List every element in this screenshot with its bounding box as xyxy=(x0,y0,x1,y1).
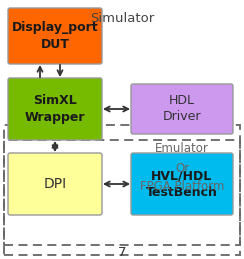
FancyBboxPatch shape xyxy=(8,8,102,64)
Text: HDL
Driver: HDL Driver xyxy=(163,95,201,124)
Text: SimXL
Wrapper: SimXL Wrapper xyxy=(25,95,85,124)
Text: Display_port
DUT: Display_port DUT xyxy=(12,21,98,51)
Bar xyxy=(4,140,240,245)
Text: DPI: DPI xyxy=(43,177,67,191)
FancyBboxPatch shape xyxy=(8,153,102,215)
Text: Emulator
Or
FPGA Platform: Emulator Or FPGA Platform xyxy=(140,142,224,193)
Text: 7: 7 xyxy=(118,246,126,258)
FancyBboxPatch shape xyxy=(131,153,233,215)
FancyBboxPatch shape xyxy=(131,84,233,134)
Bar xyxy=(4,125,240,255)
Text: Simulator: Simulator xyxy=(90,12,154,25)
FancyBboxPatch shape xyxy=(8,78,102,140)
Text: HVL/HDL
TestBench: HVL/HDL TestBench xyxy=(146,169,218,198)
